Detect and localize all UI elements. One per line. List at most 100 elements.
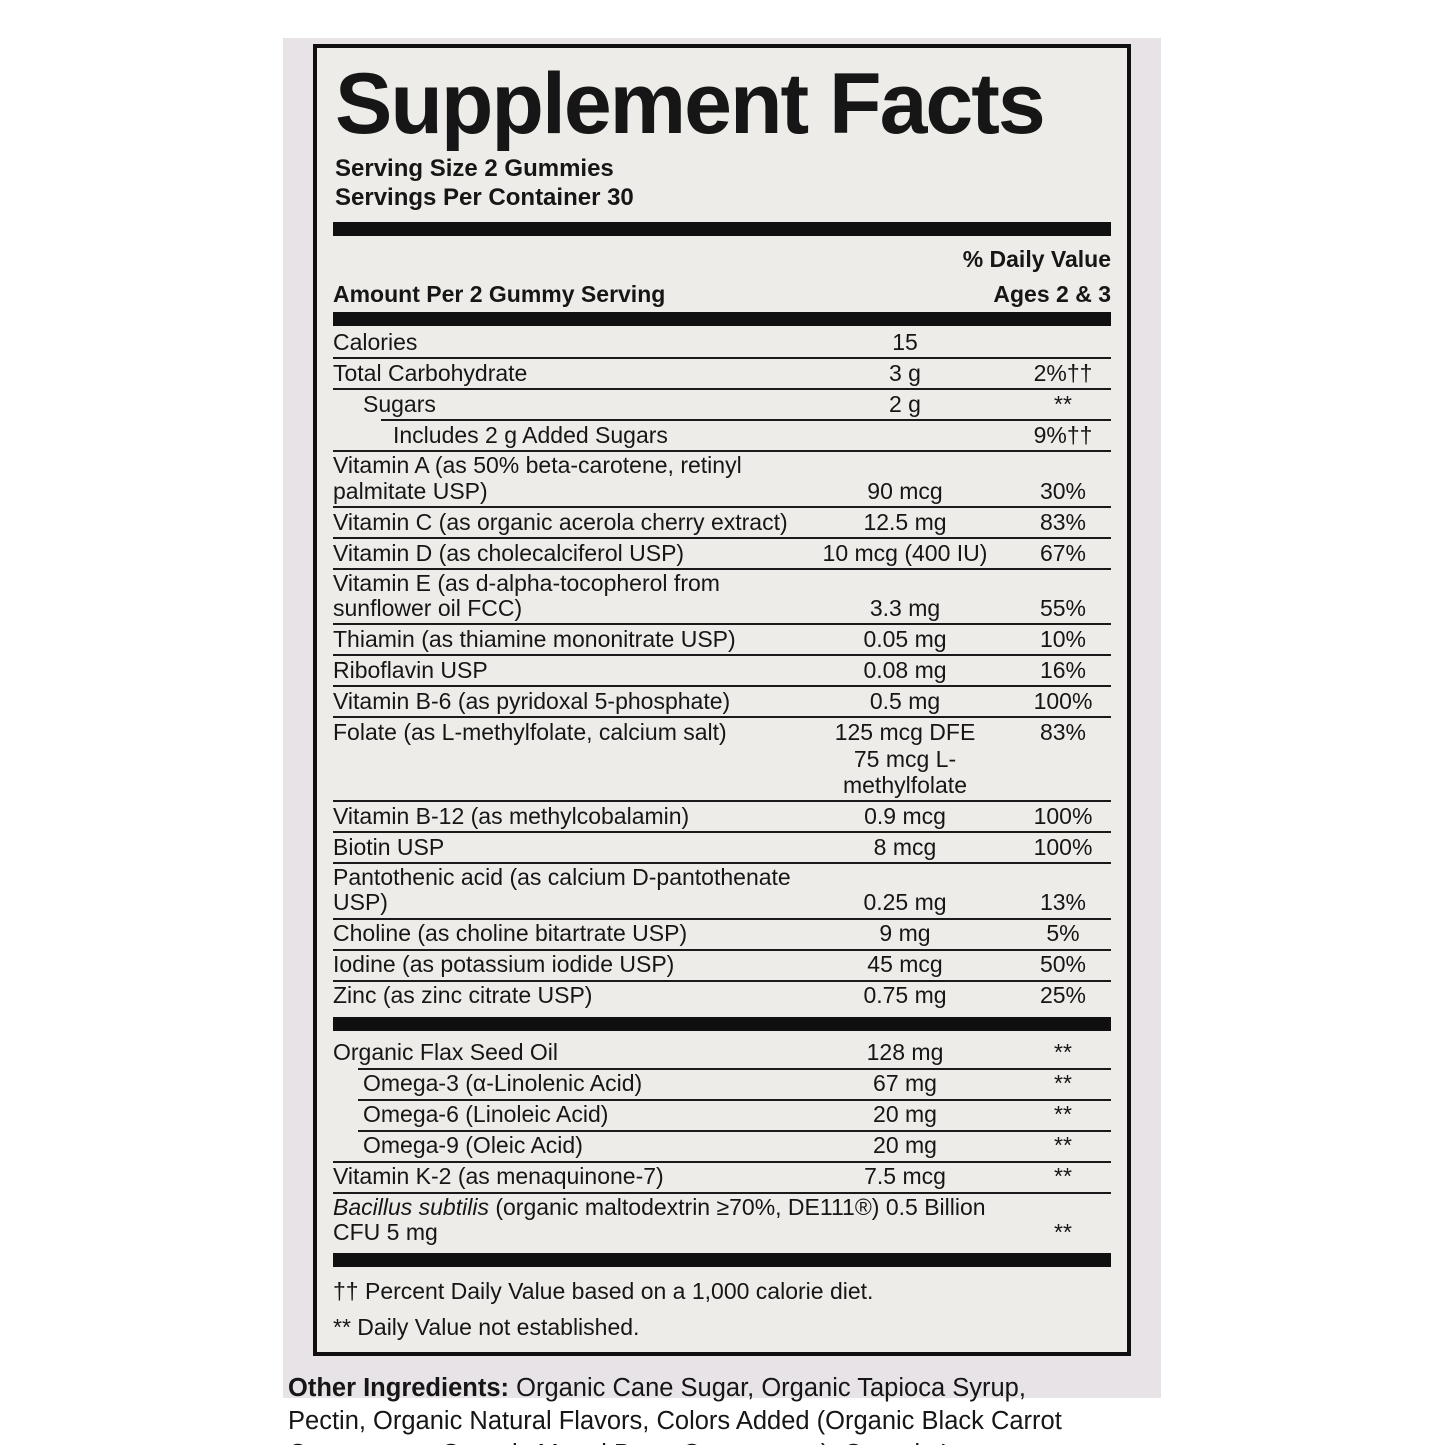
table-row: Zinc (as zinc citrate USP) 0.75 mg 25% — [333, 982, 1111, 1011]
table-row: Includes 2 g Added Sugars 9%†† — [333, 421, 1111, 450]
nutrient-amount: 45 mcg — [867, 951, 943, 978]
nutrient-name: Thiamin (as thiamine mononitrate USP) — [333, 626, 736, 653]
separator-line — [333, 357, 1111, 360]
nutrient-amount: 20 mg — [873, 1101, 937, 1128]
nutrient-name: Total Carbohydrate — [333, 359, 528, 386]
separator-line — [333, 623, 1111, 626]
table-row: Choline (as choline bitartrate USP) 9 mg… — [333, 920, 1111, 949]
table-row: Pantothenic acid (as calcium D-pantothen… — [333, 864, 1111, 918]
nutrient-amount: 125 mcg DFE — [834, 719, 976, 746]
separator-line — [333, 567, 1111, 570]
table-row: Folate (as L-methylfolate, calcium salt)… — [333, 718, 1111, 747]
ages-header: Ages 2 & 3 — [993, 281, 1111, 308]
table-row: Vitamin B-6 (as pyridoxal 5-phosphate) 0… — [333, 687, 1111, 716]
nutrient-dv: ** — [1054, 1163, 1072, 1190]
nutrient-amount: 67 mg — [873, 1070, 937, 1097]
table-row: Vitamin A (as 50% beta-carotene, retinyl… — [333, 452, 1111, 506]
nutrient-dv: 30% — [1039, 477, 1087, 504]
table-row: Vitamin C (as organic acerola cherry ext… — [333, 508, 1111, 537]
table-row: Organic Flax Seed Oil 128 mg ** — [333, 1039, 1111, 1068]
nutrient-amount: 0.25 mg — [863, 889, 947, 916]
nutrient-dv: 100% — [1033, 802, 1093, 829]
nutrient-name: Pantothenic acid (as calcium D-pantothen… — [333, 864, 791, 916]
nutrient-amount: 128 mg — [866, 1039, 944, 1066]
table-row: Bacillus subtilis (organic maltodextrin … — [333, 1194, 1111, 1248]
separator-line — [333, 716, 1111, 719]
separator-line — [333, 505, 1111, 508]
serving-size: Serving Size 2 Gummies — [335, 154, 614, 182]
nutrient-amount: 9 mg — [879, 920, 931, 947]
nutrient-name: Vitamin E (as d-alpha-tocopherol from su… — [333, 569, 720, 622]
table-row: Vitamin B-12 (as methylcobalamin) 0.9 mc… — [333, 802, 1111, 831]
nutrient-dv: ** — [1054, 1039, 1072, 1066]
table-row: Sugars 2 g ** — [333, 390, 1111, 419]
nutrient-dv: 25% — [1039, 982, 1087, 1009]
separator-line — [333, 388, 1111, 391]
nutrient-name-rest: (organic maltodextrin ≥70%, DE111®) 0.5 … — [333, 1193, 986, 1245]
nutrient-name: Omega-6 (Linoleic Acid) — [363, 1101, 609, 1128]
nutrient-dv: 13% — [1039, 889, 1087, 916]
nutrient-amount: 7.5 mcg — [864, 1163, 946, 1190]
separator-line — [333, 1191, 1111, 1194]
nutrient-name: Zinc (as zinc citrate USP) — [333, 982, 593, 1009]
other-ingredients-text: Organic Cane Sugar, Organic Tapioca Syru… — [288, 1374, 1062, 1445]
nutrient-name: Vitamin K-2 (as menaquinone-7) — [333, 1163, 664, 1190]
nutrient-amount: 2 g — [889, 390, 921, 417]
nutrient-amount: 8 mcg — [873, 833, 937, 860]
nutrient-name: Bacillus subtilis (organic maltodextrin … — [333, 1193, 1015, 1246]
nutrient-amount: 3 g — [889, 359, 921, 386]
nutrient-name: Vitamin D (as cholecalciferol USP) — [333, 539, 685, 566]
nutrient-dv: 83% — [1039, 719, 1087, 746]
table-row: Biotin USP 8 mcg 100% — [333, 833, 1111, 862]
separator-line — [333, 1160, 1111, 1163]
nutrient-amount: 12.5 mg — [863, 508, 947, 535]
separator-line — [333, 979, 1111, 982]
nutrient-name: Omega-3 (α-Linolenic Acid) — [363, 1070, 643, 1097]
nutrient-dv: 100% — [1033, 688, 1093, 715]
nutrient-amount: 0.08 mg — [863, 657, 947, 684]
nutrient-name: Sugars — [363, 390, 436, 417]
nutrient-name: Biotin USP — [333, 833, 445, 860]
other-ingredients-label: Other Ingredients: — [288, 1374, 510, 1403]
nutrient-amount: 0.9 mcg — [864, 802, 946, 829]
nutrient-name: Organic Flax Seed Oil — [333, 1039, 558, 1066]
nutrient-name: Choline (as choline bitartrate USP) — [333, 920, 688, 947]
table-row: Vitamin E (as d-alpha-tocopherol from su… — [333, 570, 1111, 624]
nutrient-dv: 5% — [1046, 920, 1080, 947]
table-row: Omega-9 (Oleic Acid) 20 mg ** — [333, 1132, 1111, 1161]
nutrient-dv: ** — [1054, 390, 1072, 417]
nutrient-name: Vitamin A (as 50% beta-carotene, retinyl… — [333, 452, 742, 504]
nutrient-amount: 0.5 mg — [869, 688, 941, 715]
table-row: Iodine (as potassium iodide USP) 45 mcg … — [333, 951, 1111, 980]
separator-line — [333, 800, 1111, 802]
nutrient-amount: 10 mcg (400 IU) — [822, 539, 988, 566]
dagger-footnote: †† Percent Daily Value based on a 1,000 … — [333, 1278, 874, 1305]
nutrient-name: Riboflavin USP — [333, 657, 488, 684]
nutrient-dv: ** — [1054, 1218, 1072, 1245]
amount-per-serving-header: Amount Per 2 Gummy Serving — [333, 281, 666, 308]
nutrient-dv: 83% — [1039, 508, 1087, 535]
table-row: Calories 15 — [333, 328, 1111, 357]
serving-info: Serving Size 2 Gummies Servings Per Cont… — [335, 154, 1111, 213]
nutrient-amount: 15 — [892, 328, 918, 355]
nutrient-name: Calories — [333, 328, 418, 355]
divider-bar — [333, 222, 1111, 237]
nutrient-dv: 2%†† — [1033, 359, 1093, 386]
nutrient-name: Vitamin B-6 (as pyridoxal 5-phosphate) — [333, 688, 731, 715]
nutrient-amount: 20 mg — [873, 1132, 937, 1159]
separator-line — [333, 862, 1111, 864]
separator-line — [358, 1129, 1111, 1132]
servings-per-container: Servings Per Container 30 — [335, 183, 634, 211]
nutrient-amount: 90 mcg — [867, 477, 943, 504]
nutrient-dv: ** — [1054, 1132, 1072, 1159]
nutrient-dv: 50% — [1039, 951, 1087, 978]
other-ingredients: Other Ingredients: Organic Cane Sugar, O… — [288, 1372, 1108, 1445]
table-row: Omega-6 (Linoleic Acid) 20 mg ** — [333, 1101, 1111, 1130]
nutrient-name: Includes 2 g Added Sugars — [393, 421, 668, 448]
nutrient-dv: 16% — [1039, 657, 1087, 684]
separator-line — [333, 450, 1111, 453]
separator-line — [381, 419, 1111, 422]
table-row-continuation: 75 mcg L-methylfolate — [333, 747, 1111, 800]
nutrient-name: Iodine (as potassium iodide USP) — [333, 951, 675, 978]
